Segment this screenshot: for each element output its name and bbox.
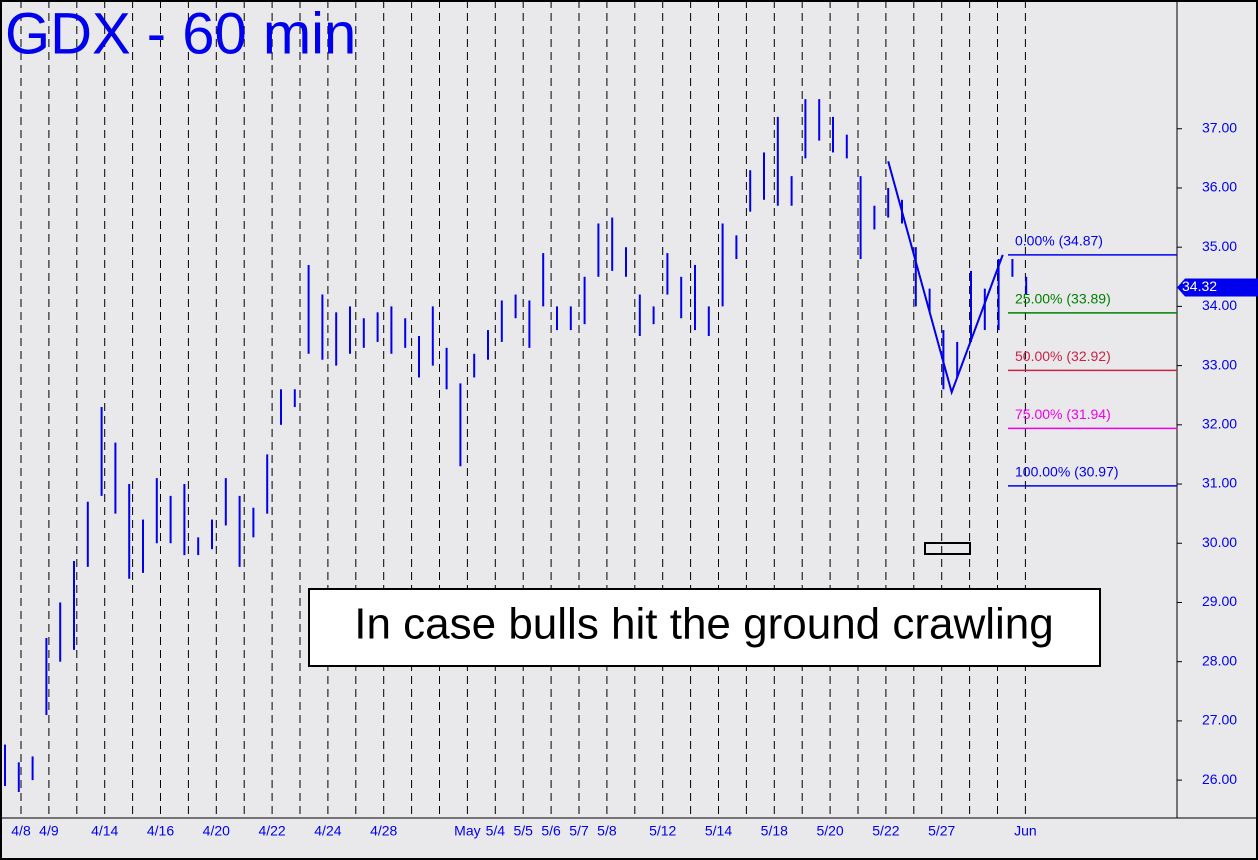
x-tick-label: 5/18 (761, 823, 788, 839)
y-tick-label: 34.00 (1202, 297, 1237, 313)
x-tick-label: 4/9 (39, 823, 59, 839)
annotation: In case bulls hit the ground crawling (354, 600, 1054, 649)
y-tick-label: 31.00 (1202, 475, 1237, 491)
fib-label: 100.00% (30.97) (1015, 464, 1119, 480)
y-tick-label: 35.00 (1202, 238, 1237, 254)
last-price-box (1177, 278, 1258, 297)
x-tick-label: 5/8 (597, 823, 617, 839)
x-tick-label: 4/14 (91, 823, 118, 839)
x-tick-label: May (454, 823, 480, 839)
x-tick-label: 5/7 (569, 823, 589, 839)
fib-label: 50.00% (32.92) (1015, 348, 1111, 364)
chart-title: GDX - 60 min (5, 1, 356, 66)
pattern-line (887, 161, 1004, 396)
y-tick-label: 36.00 (1202, 179, 1237, 195)
x-tick-label: 5/12 (649, 823, 676, 839)
y-tick-label: 28.00 (1202, 652, 1237, 668)
x-tick-label: 5/20 (816, 823, 843, 839)
x-tick-label: 5/4 (486, 823, 506, 839)
y-tick-label: 32.00 (1202, 416, 1237, 432)
x-tick-label: Jun (1014, 823, 1037, 839)
y-tick-label: 33.00 (1202, 356, 1237, 372)
fib-label: 25.00% (33.89) (1015, 291, 1111, 307)
fib-label: 75.00% (31.94) (1015, 406, 1111, 422)
x-tick-label: 4/24 (314, 823, 341, 839)
x-tick-label: 4/8 (11, 823, 31, 839)
x-tick-label: 5/6 (541, 823, 561, 839)
y-tick-label: 29.00 (1202, 593, 1237, 609)
x-tick-label: 4/22 (258, 823, 285, 839)
y-tick-label: 26.00 (1202, 771, 1237, 787)
annotation-box (308, 588, 1101, 667)
x-tick-label: 5/22 (872, 823, 899, 839)
x-tick-label: 4/28 (370, 823, 397, 839)
fib-label: 0.00% (34.87) (1015, 233, 1103, 249)
y-tick-label: 30.00 (1202, 534, 1237, 550)
x-tick-label: 5/14 (705, 823, 732, 839)
y-tick-label: 27.00 (1202, 712, 1237, 728)
x-tick-label: 4/20 (203, 823, 230, 839)
marker-box (924, 542, 971, 555)
x-tick-label: 4/16 (147, 823, 174, 839)
x-tick-label: 5/27 (928, 823, 955, 839)
y-tick-label: 37.00 (1202, 119, 1237, 135)
x-tick-label: 5/5 (513, 823, 533, 839)
last-price-label: 34.32 (1182, 278, 1217, 294)
